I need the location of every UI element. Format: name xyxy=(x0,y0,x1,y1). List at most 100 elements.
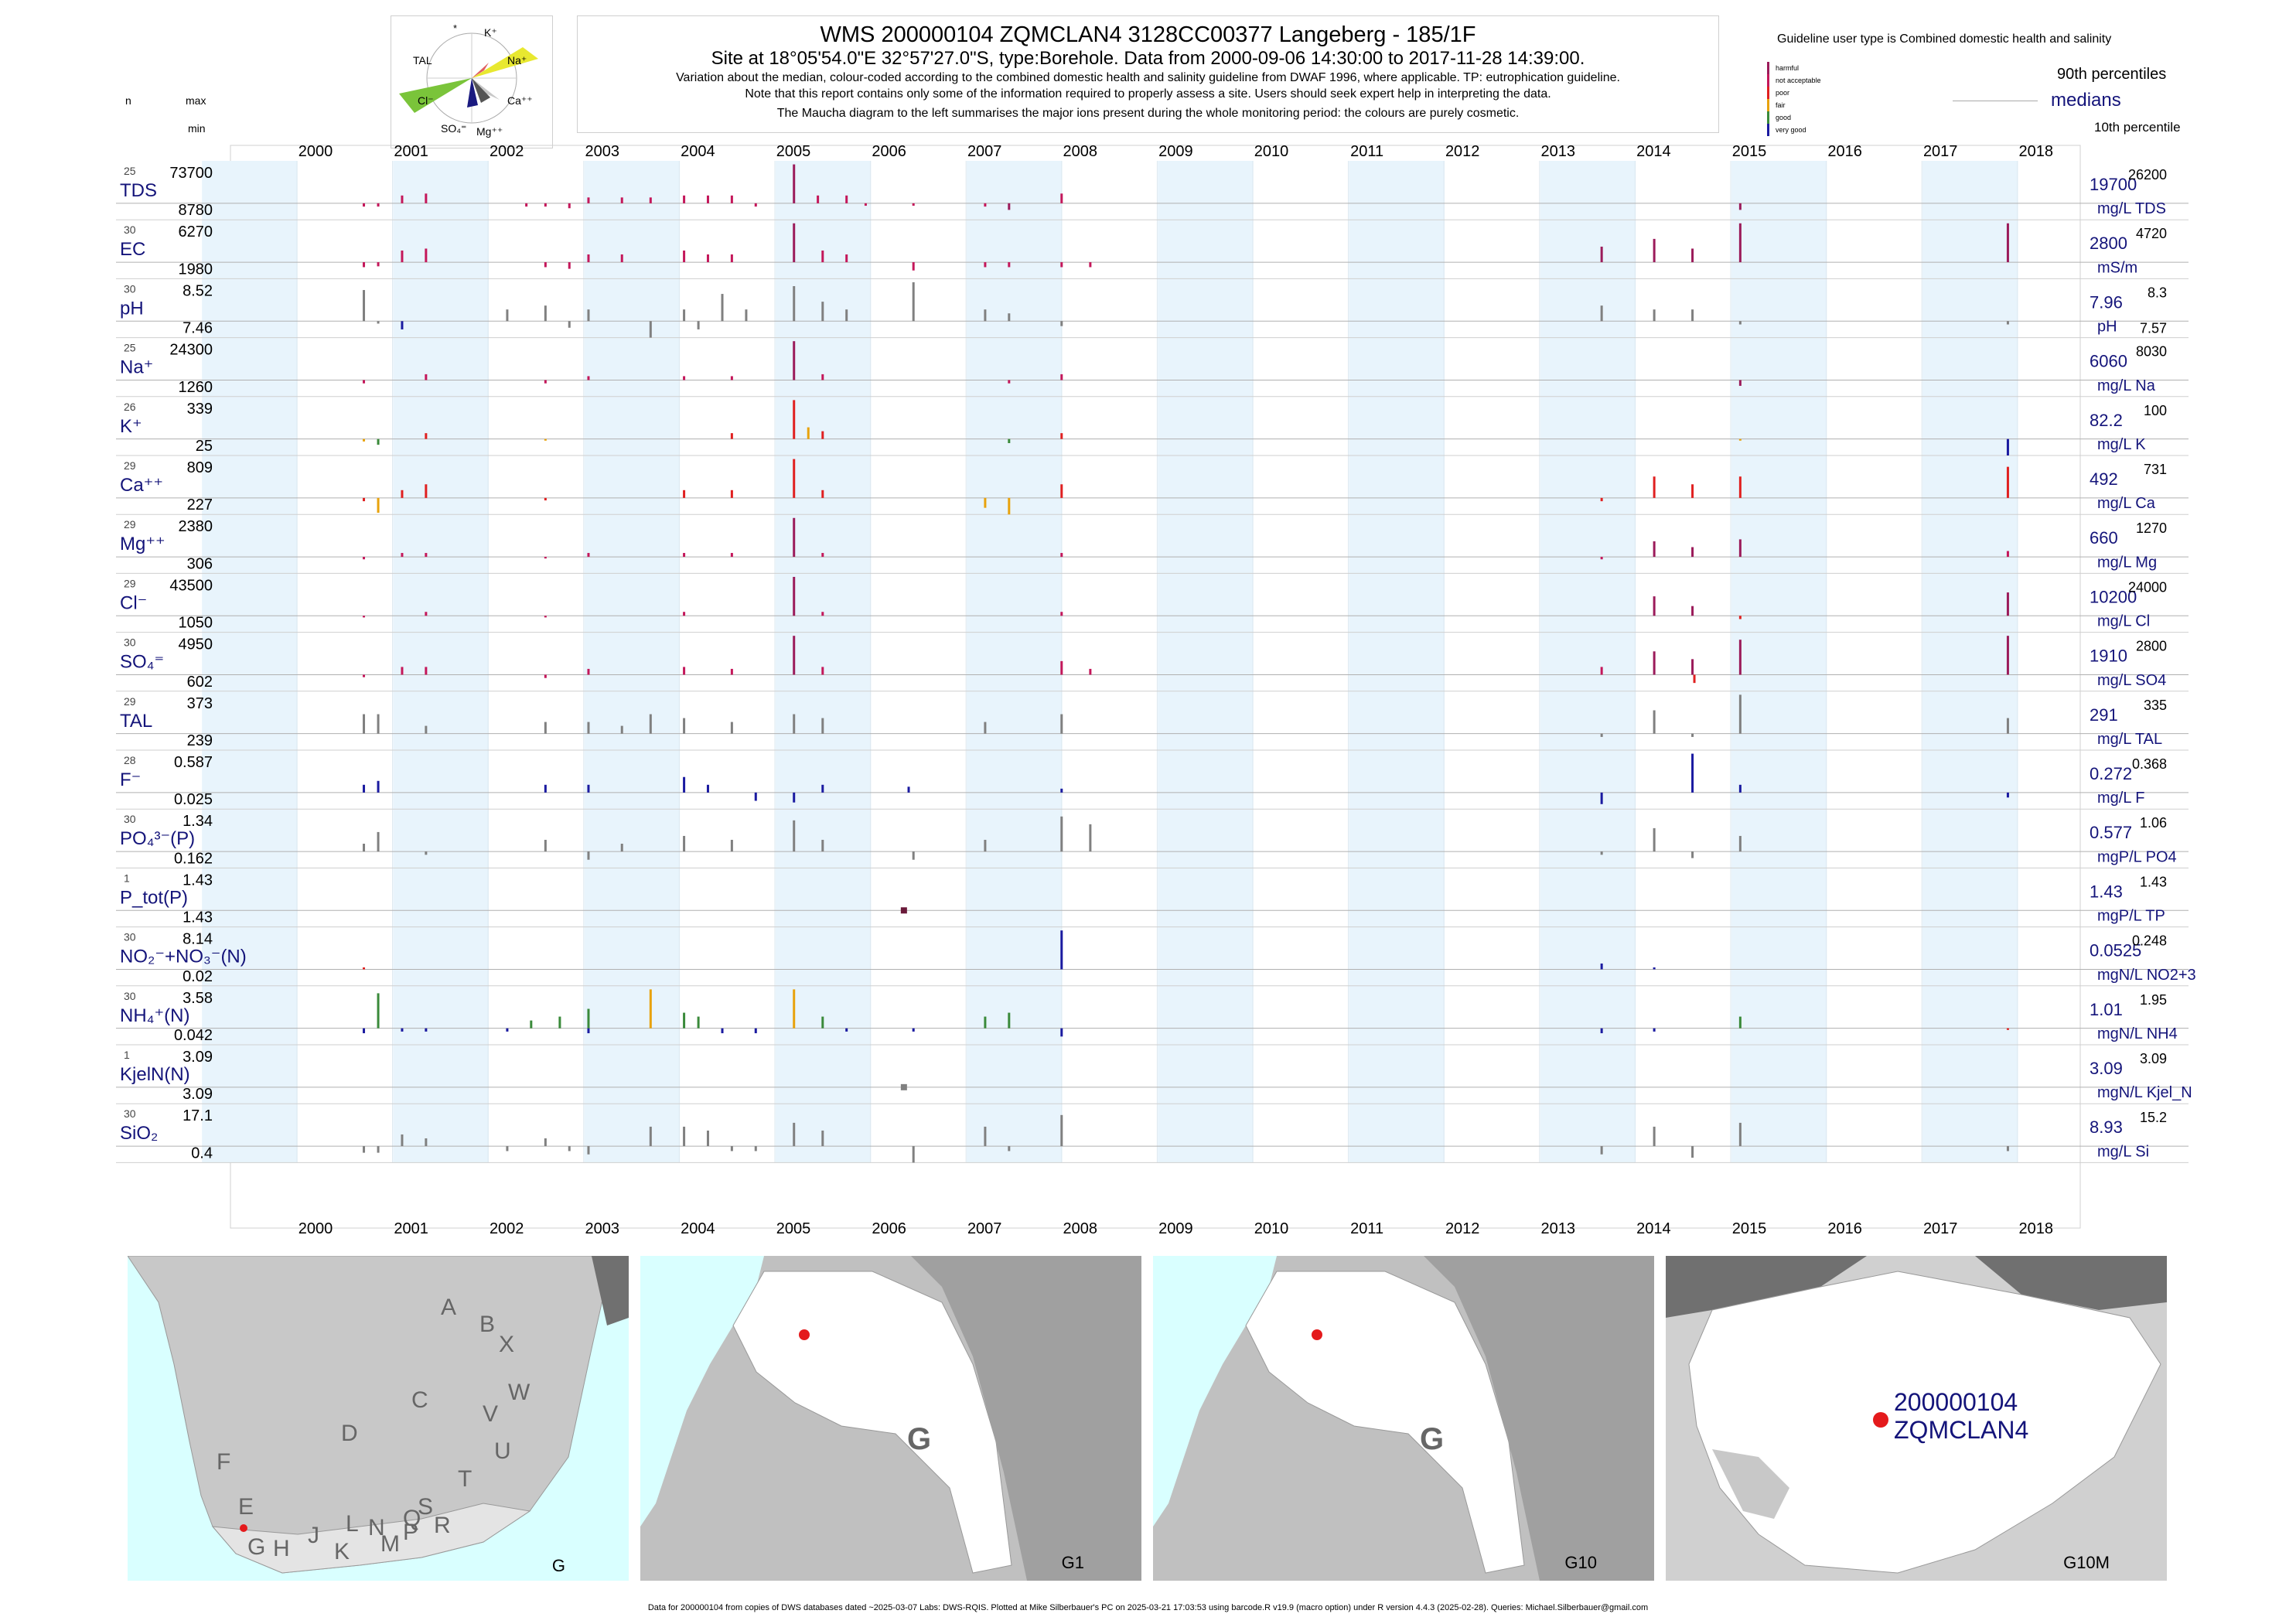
year-label-bottom: 2012 xyxy=(1445,1220,1480,1237)
mark-bar xyxy=(377,1146,380,1153)
mark-bar xyxy=(821,302,824,322)
mark-bar xyxy=(544,262,547,268)
maucha-label-k: K⁺ xyxy=(484,26,497,39)
row-p10: 7.57 xyxy=(2140,321,2167,336)
mark-bar xyxy=(817,195,820,203)
mark-bar xyxy=(363,967,366,970)
row-unit: mg/L Na xyxy=(2097,377,2156,394)
mark-bar xyxy=(425,248,428,263)
mark-bar xyxy=(984,497,987,508)
mark-bar xyxy=(544,616,547,618)
catchment-letter: X xyxy=(499,1332,515,1357)
mark-bar xyxy=(544,305,547,322)
mark-bar xyxy=(401,553,404,558)
year-band xyxy=(1922,161,2018,1163)
year-label-top: 2013 xyxy=(1541,143,1576,160)
mark-bar xyxy=(984,1126,987,1147)
mark-bar xyxy=(745,309,748,322)
mark-bar xyxy=(363,1146,366,1153)
row-p90: 24000 xyxy=(2128,579,2167,595)
mark-bar xyxy=(425,612,428,616)
mark-bar xyxy=(1008,203,1011,210)
mark-bar xyxy=(1600,557,1603,560)
row-p90: 4720 xyxy=(2136,226,2167,241)
map-g1-letter: G xyxy=(907,1422,931,1456)
catchment-letter: G xyxy=(247,1534,266,1560)
row-n: 28 xyxy=(124,754,136,766)
mark-bar xyxy=(587,376,590,380)
mark-bar xyxy=(425,553,428,558)
catchment-letter: S xyxy=(418,1494,434,1520)
mark-bar xyxy=(1060,816,1063,852)
catchment-letter: Q xyxy=(403,1506,421,1531)
year-label-top: 2010 xyxy=(1254,143,1289,160)
row-min: 0.4 xyxy=(191,1145,213,1162)
mark-bar xyxy=(683,1126,686,1147)
mark-bar xyxy=(1738,616,1742,619)
row-unit: mgN/L NO2+3 xyxy=(2097,967,2196,984)
mark-bar xyxy=(793,636,796,675)
mark-bar xyxy=(620,725,623,734)
row-median: 3.09 xyxy=(2090,1059,2123,1078)
mark-bar xyxy=(1691,733,1694,737)
mark-bar xyxy=(1738,784,1742,793)
key-n: n xyxy=(125,94,131,107)
row-n: 25 xyxy=(124,342,136,354)
mark-bar xyxy=(845,254,848,263)
legend-p90: 90th percentiles xyxy=(2057,66,2167,83)
mark-bar xyxy=(706,1130,709,1147)
catchment-letter: D xyxy=(341,1421,358,1446)
row-unit: mg/L F xyxy=(2097,790,2145,807)
catchment-letter: J xyxy=(308,1523,319,1548)
mark-bar xyxy=(1653,476,1656,498)
mark-bar xyxy=(1089,668,1092,675)
row-min: 0.162 xyxy=(174,850,213,867)
mark-bar xyxy=(363,616,366,618)
catchment-letter: E xyxy=(238,1494,254,1520)
year-label-top: 2006 xyxy=(872,143,906,160)
mark-bar xyxy=(1008,313,1011,322)
mark-bar xyxy=(2006,636,2009,675)
row-n: 29 xyxy=(124,695,136,708)
mark-bar xyxy=(1691,1146,1694,1158)
mark-bar xyxy=(821,431,824,439)
mark-bar xyxy=(1691,753,1694,793)
row-n: 30 xyxy=(124,990,136,1002)
mark-bar xyxy=(587,1028,590,1034)
year-label-bottom: 2011 xyxy=(1350,1220,1383,1237)
maucha-label-so4: SO₄⁼ xyxy=(441,122,466,135)
mark-bar xyxy=(793,820,796,852)
mark-bar xyxy=(706,254,709,263)
page-subtitle: Site at 18°05'54.0"E 32°57'27.0"S, type:… xyxy=(711,48,1585,69)
mark-bar xyxy=(730,1146,733,1151)
mark-bar xyxy=(984,722,987,734)
mark-bar xyxy=(984,262,987,268)
mark-bar xyxy=(1738,321,1742,325)
mark-bar xyxy=(1060,553,1063,558)
mark-bar xyxy=(1060,193,1063,203)
mark-bar xyxy=(1738,223,1742,263)
row-n: 30 xyxy=(124,813,136,825)
year-band xyxy=(1731,161,1827,1163)
map-g10-letter: G xyxy=(1420,1422,1444,1456)
mark-point xyxy=(900,907,907,914)
mark-bar xyxy=(1060,321,1063,326)
mark-bar xyxy=(587,784,590,793)
row-n: 30 xyxy=(124,282,136,295)
row-label: K⁺ xyxy=(120,416,142,437)
year-label-top: 2007 xyxy=(967,143,1002,160)
legend-swatch xyxy=(1767,111,1769,124)
mark-bar xyxy=(1060,660,1063,675)
mark-bar xyxy=(1653,596,1656,616)
mark-bar xyxy=(984,839,987,852)
legend-category-2: poor xyxy=(1767,87,1789,99)
row-n: 25 xyxy=(124,165,136,177)
mark-bar xyxy=(1691,547,1694,558)
page-title: WMS 200000104 ZQMCLAN4 3128CC00377 Lange… xyxy=(820,22,1476,47)
row-unit: mg/L Mg xyxy=(2097,554,2157,571)
mark-bar xyxy=(425,193,428,203)
mark-bar xyxy=(363,290,366,322)
note-guideline: Variation about the median, colour-coded… xyxy=(676,71,1620,84)
legend-label: fair xyxy=(1776,101,1786,109)
